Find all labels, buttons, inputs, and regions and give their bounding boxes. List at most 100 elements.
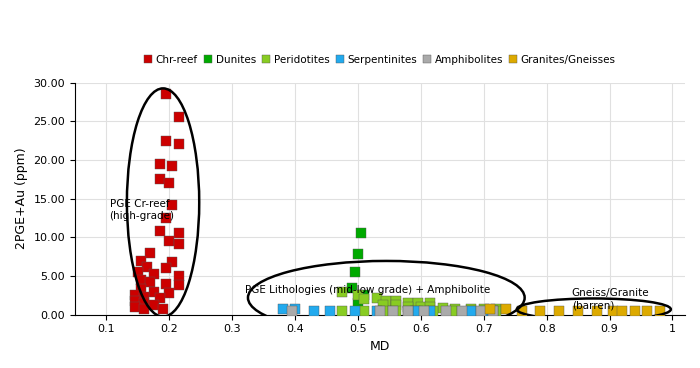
Serpentinites [412, 308, 423, 314]
Chr-reef [154, 161, 165, 167]
Chr-reef [136, 286, 147, 292]
Chr-reef [145, 250, 156, 256]
Chr-reef [130, 293, 141, 298]
Peridotites [390, 308, 401, 314]
Peridotites [402, 304, 414, 310]
Chr-reef [136, 277, 147, 283]
Dunites [358, 293, 370, 298]
Amphibolites [387, 308, 398, 314]
Chr-reef [173, 282, 184, 288]
Peridotites [412, 300, 423, 306]
Y-axis label: 2PGE+Au (ppm): 2PGE+Au (ppm) [15, 148, 28, 250]
Granites/Gneisses [500, 305, 512, 311]
Chr-reef [173, 273, 184, 279]
Peridotites [377, 302, 388, 308]
Peridotites [371, 295, 382, 301]
Amphibolites [488, 308, 499, 314]
Dunites [346, 285, 357, 291]
Serpentinites [324, 308, 335, 314]
Chr-reef [167, 163, 178, 169]
Chr-reef [173, 241, 184, 247]
Chr-reef [154, 176, 165, 182]
Peridotites [390, 302, 401, 308]
Peridotites [428, 308, 439, 314]
Peridotites [337, 289, 348, 294]
Granites/Gneisses [484, 305, 496, 311]
Chr-reef [173, 142, 184, 148]
Chr-reef [160, 281, 172, 287]
Chr-reef [148, 289, 159, 294]
Dunites [352, 300, 363, 306]
Granites/Gneisses [607, 308, 618, 314]
Text: PGE Cr-reef
(high-grade): PGE Cr-reef (high-grade) [110, 199, 174, 221]
Amphibolites [456, 308, 468, 314]
Granites/Gneisses [592, 308, 603, 314]
X-axis label: MD: MD [370, 340, 390, 353]
Chr-reef [132, 269, 144, 275]
Chr-reef [130, 298, 141, 304]
Granites/Gneisses [554, 308, 565, 314]
Serpentinites [290, 307, 301, 312]
Serpentinites [349, 308, 360, 314]
Amphibolites [475, 308, 486, 314]
Peridotites [466, 305, 477, 311]
Chr-reef [164, 290, 175, 296]
Serpentinites [478, 308, 489, 314]
Chr-reef [145, 279, 156, 285]
Amphibolites [286, 308, 297, 314]
Chr-reef [130, 304, 141, 310]
Chr-reef [158, 307, 169, 312]
Chr-reef [164, 238, 175, 244]
Serpentinites [466, 308, 477, 314]
Amphibolites [440, 308, 452, 314]
Peridotites [377, 308, 388, 314]
Peridotites [425, 304, 436, 310]
Legend: Chr-reef, Dunites, Peridotites, Serpentinites, Amphibolites, Granites/Gneisses: Chr-reef, Dunites, Peridotites, Serpenti… [144, 55, 616, 65]
Chr-reef [160, 138, 172, 144]
Serpentinites [371, 308, 382, 314]
Serpentinites [277, 305, 288, 311]
Serpentinites [488, 308, 499, 314]
Chr-reef [139, 294, 150, 300]
Serpentinites [309, 308, 320, 314]
Amphibolites [374, 308, 386, 314]
Granites/Gneisses [617, 308, 628, 314]
Chr-reef [160, 91, 172, 97]
Chr-reef [154, 296, 165, 301]
Peridotites [466, 308, 477, 314]
Text: Gneiss/Granite
(barren): Gneiss/Granite (barren) [572, 289, 650, 310]
Serpentinites [402, 308, 414, 314]
Serpentinites [425, 308, 436, 314]
Chr-reef [160, 215, 172, 221]
Granites/Gneisses [654, 308, 666, 314]
Chr-reef [154, 228, 165, 234]
Peridotites [390, 298, 401, 304]
Chr-reef [160, 265, 172, 271]
Peridotites [409, 308, 420, 314]
Chr-reef [136, 258, 147, 263]
Chr-reef [139, 300, 150, 306]
Text: PGE Lithologies (mid-low grade) + Amphibolite: PGE Lithologies (mid-low grade) + Amphib… [245, 285, 490, 295]
Chr-reef [141, 264, 153, 270]
Peridotites [450, 305, 461, 311]
Granites/Gneisses [642, 308, 653, 314]
Amphibolites [419, 308, 430, 314]
Granites/Gneisses [516, 308, 527, 314]
Peridotites [337, 308, 348, 314]
Chr-reef [148, 272, 159, 277]
Peridotites [447, 308, 458, 314]
Chr-reef [164, 180, 175, 186]
Peridotites [402, 300, 414, 306]
Granites/Gneisses [573, 308, 584, 314]
Dunites [352, 251, 363, 257]
Peridotites [358, 296, 370, 302]
Peridotites [438, 305, 449, 311]
Granites/Gneisses [629, 308, 641, 314]
Chr-reef [167, 259, 178, 265]
Peridotites [381, 298, 392, 304]
Peridotites [352, 293, 363, 298]
Dunites [349, 269, 360, 275]
Peridotites [415, 304, 426, 310]
Peridotites [478, 305, 489, 311]
Amphibolites [402, 308, 414, 314]
